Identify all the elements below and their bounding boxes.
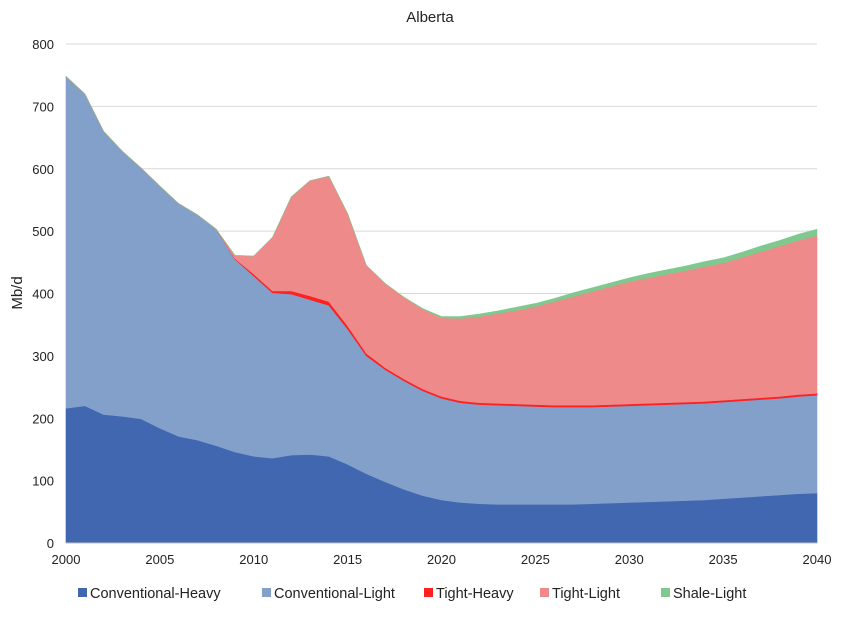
x-tick-label: 2025 xyxy=(521,552,550,567)
legend-swatch xyxy=(540,588,549,597)
x-tick-label: 2035 xyxy=(709,552,738,567)
y-tick-label: 300 xyxy=(32,349,54,364)
y-tick-label: 600 xyxy=(32,162,54,177)
x-tick-label: 2015 xyxy=(333,552,362,567)
legend-swatch xyxy=(78,588,87,597)
y-tick-label: 400 xyxy=(32,287,54,302)
x-tick-label: 2005 xyxy=(145,552,174,567)
legend-item-tight-heavy: Tight-Heavy xyxy=(424,586,514,602)
y-tick-label: 800 xyxy=(32,37,54,52)
legend-label: Shale-Light xyxy=(673,586,746,602)
x-tick-label: 2000 xyxy=(52,552,81,567)
x-tick-label: 2020 xyxy=(427,552,456,567)
y-tick-label: 0 xyxy=(47,536,54,551)
legend-label: Tight-Heavy xyxy=(436,586,514,602)
y-tick-label: 200 xyxy=(32,411,54,426)
legend-label: Conventional-Heavy xyxy=(90,586,221,602)
legend-swatch xyxy=(262,588,271,597)
y-axis-label: Mb/d xyxy=(9,276,26,309)
x-tick-label: 2010 xyxy=(239,552,268,567)
chart-title: Alberta xyxy=(406,9,454,26)
x-tick-label: 2030 xyxy=(615,552,644,567)
y-tick-label: 500 xyxy=(32,224,54,239)
legend-item-tight-light: Tight-Light xyxy=(540,586,620,602)
legend-swatch xyxy=(424,588,433,597)
legend-item-shale-light: Shale-Light xyxy=(661,586,746,602)
legend-label: Tight-Light xyxy=(552,586,620,602)
area-shale-light xyxy=(65,76,818,319)
legend-item-conventional-heavy: Conventional-Heavy xyxy=(78,586,221,602)
legend-item-conventional-light: Conventional-Light xyxy=(262,586,395,602)
x-tick-label: 2040 xyxy=(803,552,832,567)
legend-swatch xyxy=(661,588,670,597)
legend-label: Conventional-Light xyxy=(274,586,395,602)
y-tick-label: 700 xyxy=(32,99,54,114)
y-tick-label: 100 xyxy=(32,474,54,489)
